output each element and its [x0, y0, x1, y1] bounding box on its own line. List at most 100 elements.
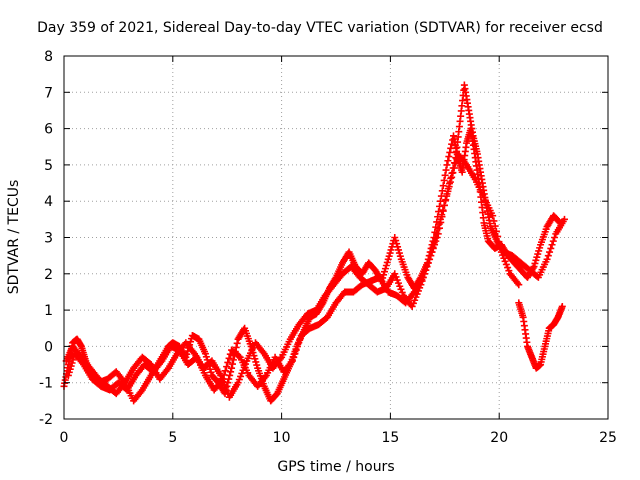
data-point — [223, 363, 231, 371]
data-point — [228, 364, 236, 372]
data-point — [225, 375, 233, 383]
data-point — [430, 239, 438, 247]
y-tick-label: 4 — [44, 194, 53, 210]
data-point — [439, 206, 447, 214]
data-point — [235, 352, 243, 360]
x-tick-label: 20 — [490, 430, 508, 446]
data-point — [544, 252, 552, 260]
y-tick-label: 0 — [44, 339, 53, 355]
data-point — [496, 243, 504, 251]
data-point — [444, 157, 452, 165]
data-point — [489, 212, 497, 220]
data-point — [420, 270, 428, 278]
data-point — [546, 248, 554, 256]
data-layer — [60, 81, 568, 405]
data-point — [443, 192, 451, 200]
data-point — [436, 202, 444, 210]
data-point — [424, 259, 432, 267]
data-point — [419, 273, 427, 281]
data-point — [560, 215, 568, 223]
data-point — [433, 229, 441, 237]
x-axis-label: GPS time / hours — [277, 459, 394, 475]
y-tick-label: 2 — [44, 267, 53, 283]
data-point — [225, 354, 233, 362]
data-point — [515, 281, 523, 289]
data-point — [431, 234, 439, 242]
data-point — [425, 255, 433, 263]
data-point — [448, 173, 456, 181]
data-point — [492, 227, 500, 235]
y-tick-label: 6 — [44, 122, 53, 138]
data-point — [450, 164, 458, 172]
data-point — [440, 201, 448, 209]
data-point — [490, 217, 498, 225]
data-point — [228, 360, 236, 368]
data-point — [227, 368, 235, 376]
data-point — [445, 183, 453, 191]
y-tick-label: 1 — [44, 303, 53, 319]
data-point — [436, 215, 444, 223]
chart-title: Day 359 of 2021, Sidereal Day-to-day VTE… — [37, 20, 603, 36]
data-point — [296, 335, 304, 343]
data-point — [224, 358, 232, 366]
data-point — [549, 237, 557, 245]
data-point — [442, 166, 450, 174]
data-point — [551, 234, 559, 241]
data-point — [451, 159, 459, 167]
data-point — [291, 350, 299, 358]
y-tick-label: 7 — [44, 85, 53, 101]
data-point — [491, 222, 499, 230]
data-point — [428, 248, 436, 256]
data-point — [445, 153, 453, 161]
y-tick-label: 5 — [44, 158, 53, 174]
data-point — [444, 187, 452, 195]
x-tick-label: 25 — [599, 430, 617, 446]
data-point — [219, 375, 227, 383]
data-point — [423, 263, 431, 271]
data-point — [293, 342, 301, 350]
x-tick-label: 0 — [60, 430, 69, 446]
data-point — [438, 211, 446, 219]
y-tick-label: -2 — [39, 412, 53, 428]
tick-layer: 0 5 10 15 20 25 -2 -1 0 1 2 3 4 5 6 7 8 — [39, 49, 617, 446]
data-point — [232, 343, 240, 351]
data-point — [229, 356, 237, 364]
data-point — [435, 220, 443, 228]
data-point — [548, 241, 556, 249]
data-point — [233, 339, 241, 347]
data-point — [446, 178, 454, 186]
data-point — [290, 353, 298, 361]
data-point — [288, 357, 296, 365]
x-tick-label: 10 — [273, 430, 291, 446]
y-axis-label: SDTVAR / TECUs — [6, 180, 22, 295]
series-track-b — [62, 81, 568, 401]
y-tick-label: 8 — [44, 49, 53, 65]
data-point — [434, 225, 442, 233]
series-track-c — [64, 150, 523, 394]
data-point — [547, 244, 555, 252]
x-tick-label: 5 — [168, 430, 177, 446]
data-point — [494, 232, 502, 240]
data-point — [449, 169, 457, 177]
data-point — [295, 339, 303, 347]
data-point — [427, 252, 435, 260]
data-point — [441, 171, 449, 179]
data-point — [220, 371, 228, 379]
data-point — [440, 176, 448, 184]
data-point — [558, 302, 566, 310]
data-point — [446, 148, 454, 156]
data-point — [441, 197, 449, 205]
series-track-d — [515, 299, 566, 372]
data-point — [221, 367, 229, 375]
y-tick-label: -1 — [39, 376, 53, 392]
data-point — [422, 266, 430, 274]
data-point — [495, 238, 503, 246]
data-point — [543, 255, 551, 263]
y-tick-label: 3 — [44, 231, 53, 247]
data-point — [439, 182, 447, 190]
x-tick-label: 15 — [381, 430, 399, 446]
data-point — [429, 243, 437, 251]
data-point — [443, 161, 451, 169]
data-point — [292, 346, 300, 354]
